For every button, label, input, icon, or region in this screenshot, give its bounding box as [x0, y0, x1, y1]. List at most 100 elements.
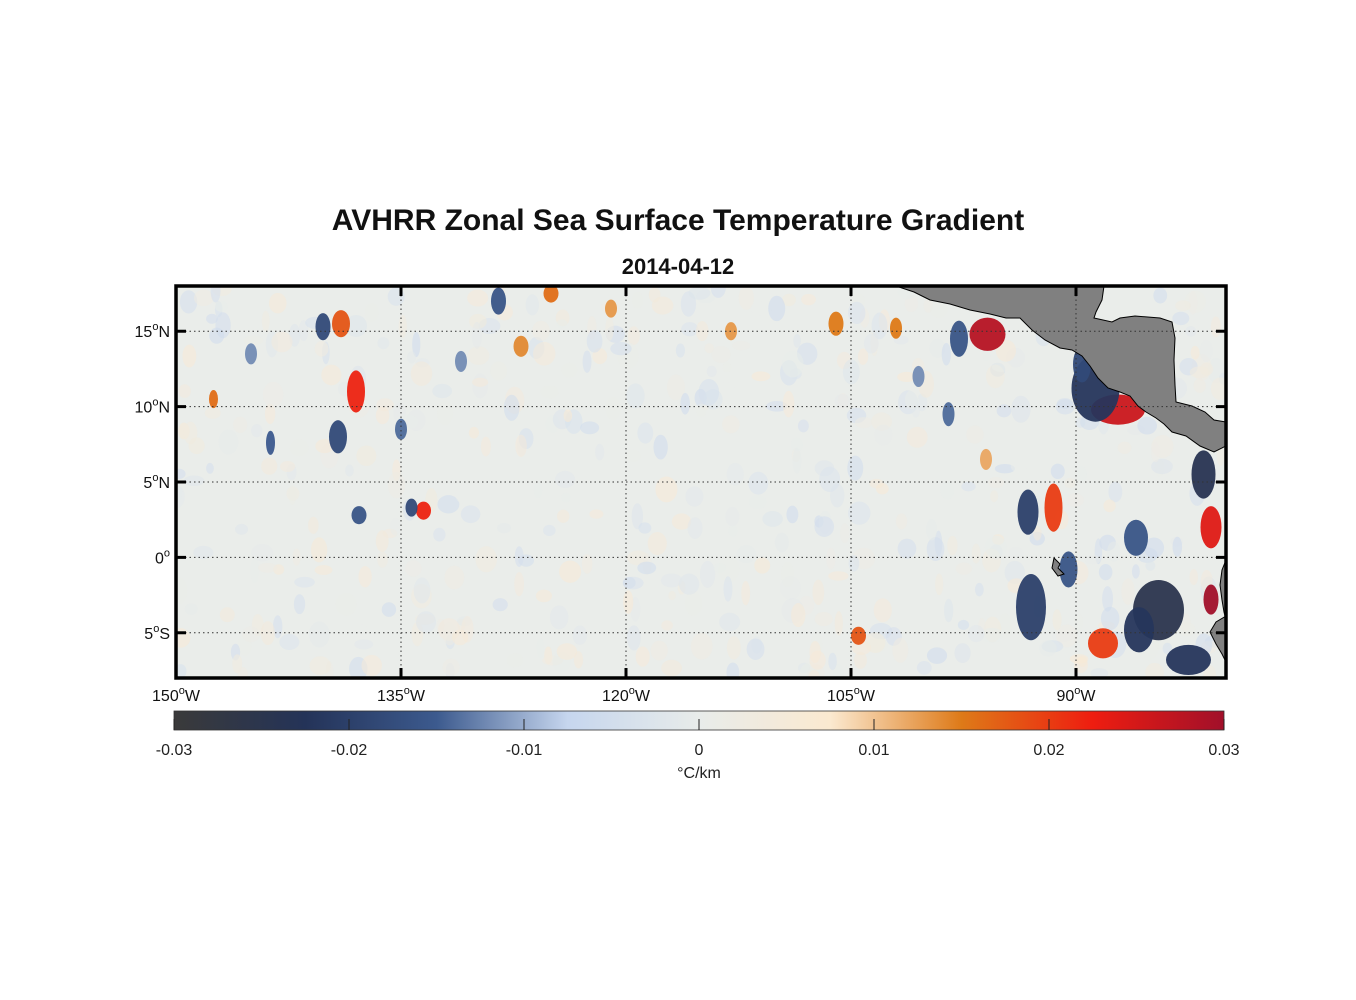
background-anomaly — [1090, 668, 1109, 678]
background-anomaly — [623, 590, 634, 614]
background-anomaly — [416, 611, 437, 633]
background-anomaly — [610, 342, 632, 356]
gradient-feature — [1191, 450, 1216, 499]
background-anomaly — [572, 625, 588, 645]
background-anomaly — [854, 417, 873, 429]
background-anomaly — [582, 350, 592, 373]
background-anomaly — [556, 643, 578, 660]
background-anomaly — [660, 573, 683, 588]
gradient-feature — [491, 287, 506, 315]
background-anomaly — [941, 342, 951, 366]
background-anomaly — [766, 401, 788, 412]
background-anomaly — [183, 421, 198, 445]
background-anomaly — [736, 545, 757, 564]
background-anomaly — [376, 398, 394, 412]
lon-label: 120oW — [602, 685, 651, 705]
background-anomaly — [848, 501, 871, 525]
background-anomaly — [1011, 395, 1031, 423]
gradient-feature — [266, 430, 275, 455]
background-anomaly — [204, 407, 221, 419]
land-layer — [895, 286, 1226, 663]
gradient-feature — [347, 370, 365, 413]
background-anomaly — [467, 346, 490, 365]
background-anomaly — [468, 426, 480, 439]
background-anomaly — [779, 576, 802, 600]
background-anomaly — [934, 530, 943, 557]
background-anomaly — [626, 383, 645, 409]
background-anomaly — [176, 484, 185, 509]
gradient-feature — [329, 420, 347, 454]
gradient-feature — [1200, 506, 1222, 549]
background-anomaly — [178, 384, 191, 399]
background-anomaly — [790, 437, 803, 452]
gradient-feature — [209, 390, 218, 409]
background-anomaly — [726, 462, 744, 486]
gradient-feature — [1124, 519, 1148, 556]
background-anomaly — [232, 654, 243, 674]
background-anomaly — [250, 558, 260, 583]
background-anomaly — [271, 331, 293, 353]
background-anomaly — [684, 591, 703, 616]
background-anomaly — [573, 651, 584, 669]
background-anomaly — [631, 291, 644, 309]
background-anomaly — [308, 516, 319, 534]
background-anomaly — [209, 327, 225, 344]
background-anomaly — [1100, 606, 1120, 631]
background-anomaly — [179, 290, 198, 314]
background-anomaly — [557, 509, 570, 523]
background-anomaly — [1189, 568, 1199, 586]
background-anomaly — [774, 532, 789, 553]
colorbar-tick-label: 0.03 — [1208, 742, 1239, 759]
background-anomaly — [713, 563, 727, 573]
background-anomaly — [699, 560, 716, 588]
map-ticks — [174, 286, 1226, 678]
colorbar: -0.03 -0.02 -0.01 0 0.01 0.02 0.03 °C/km — [156, 710, 1240, 782]
background-anomaly — [381, 602, 397, 617]
background-anomaly — [935, 573, 944, 596]
background-anomaly — [235, 523, 249, 535]
background-anomaly — [754, 557, 771, 574]
background-anomaly — [814, 516, 835, 537]
gradient-feature — [1203, 584, 1219, 615]
background-anomaly — [515, 434, 527, 457]
background-anomaly — [819, 466, 841, 492]
background-anomaly — [514, 571, 525, 597]
background-anomaly — [666, 374, 685, 401]
land-north-america — [895, 286, 1226, 453]
background-anomaly — [193, 289, 214, 307]
background-anomaly — [834, 393, 851, 409]
lon-label: 90oW — [1056, 685, 1096, 705]
background-anomaly — [218, 429, 239, 455]
background-anomaly — [812, 579, 825, 606]
background-anomaly — [650, 640, 668, 661]
background-anomaly — [354, 639, 374, 650]
gradient-feature — [980, 448, 992, 470]
background-anomaly — [469, 313, 487, 329]
background-anomaly — [897, 371, 917, 382]
background-anomaly — [1077, 655, 1088, 667]
background-anomaly — [892, 637, 909, 663]
background-anomaly — [412, 331, 421, 358]
background-anomaly — [206, 313, 218, 324]
background-anomaly — [971, 543, 981, 564]
background-anomaly — [622, 576, 636, 589]
background-anomaly — [916, 660, 932, 675]
background-anomaly — [808, 669, 820, 678]
background-anomaly — [791, 603, 806, 628]
background-anomaly — [310, 537, 328, 563]
background-anomaly — [335, 592, 357, 616]
background-anomaly — [1107, 541, 1121, 562]
gradient-feature — [950, 320, 968, 357]
background-anomaly — [750, 301, 772, 316]
background-anomaly — [655, 476, 678, 503]
background-anomaly — [638, 522, 652, 534]
background-anomaly — [748, 471, 769, 495]
background-anomaly — [678, 573, 700, 595]
background-anomaly — [315, 438, 334, 454]
background-anomaly — [751, 371, 771, 382]
background-anomaly — [611, 635, 626, 652]
background-anomaly — [929, 338, 946, 358]
background-anomaly — [605, 316, 614, 341]
background-anomaly — [1189, 366, 1210, 379]
lon-label: 135oW — [377, 685, 426, 705]
